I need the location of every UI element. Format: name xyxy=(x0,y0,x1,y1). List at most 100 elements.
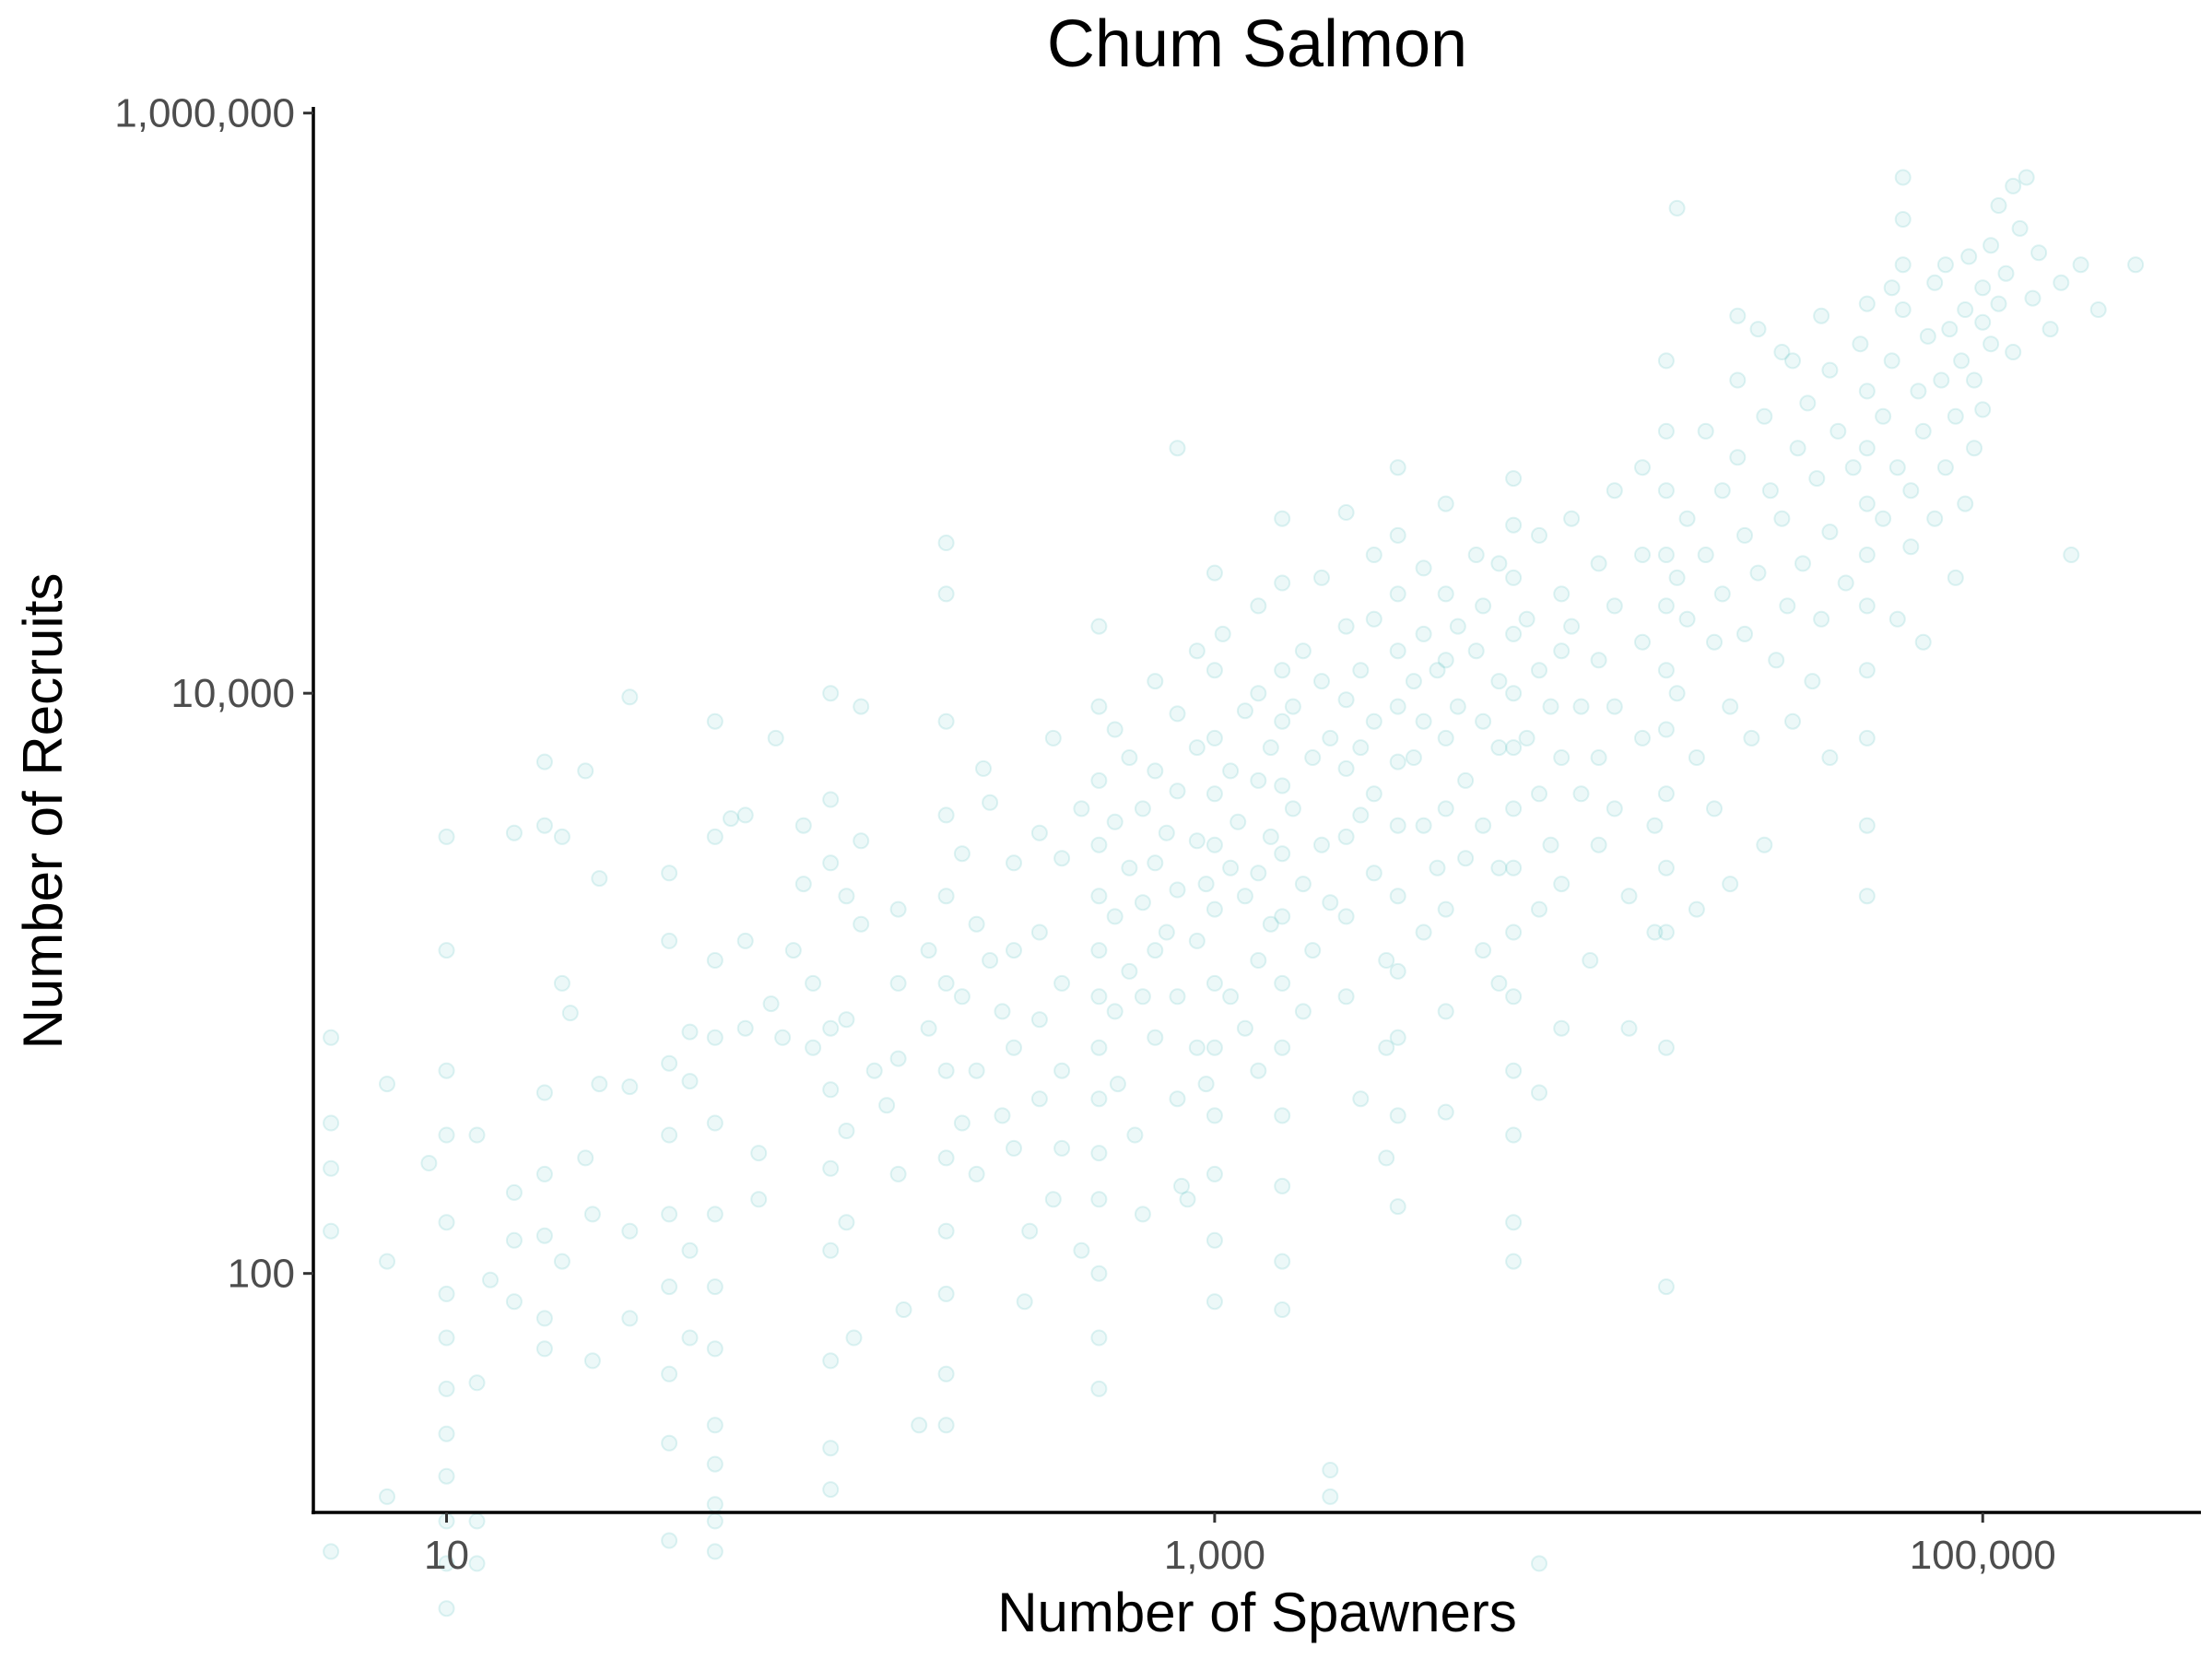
data-point xyxy=(1894,211,1912,228)
data-point xyxy=(2011,219,2029,237)
data-point xyxy=(1902,538,1920,556)
data-point xyxy=(1274,908,1291,925)
data-point xyxy=(822,791,840,808)
data-point xyxy=(1858,295,1876,312)
data-point xyxy=(845,1329,863,1347)
data-point xyxy=(1475,597,1492,615)
data-point xyxy=(1230,813,1247,830)
data-point xyxy=(822,1081,840,1099)
data-point xyxy=(1784,352,1801,370)
data-point xyxy=(681,1073,699,1090)
data-point xyxy=(621,1222,639,1240)
data-point xyxy=(1505,569,1523,586)
data-point xyxy=(468,1374,486,1392)
data-point xyxy=(1389,753,1406,771)
data-point xyxy=(1179,1191,1196,1208)
data-point xyxy=(553,974,571,992)
data-point xyxy=(784,942,802,959)
data-point xyxy=(1553,876,1571,893)
data-point xyxy=(1784,712,1801,730)
data-point xyxy=(1722,698,1739,715)
data-point xyxy=(1284,698,1301,715)
data-point xyxy=(1697,547,1714,563)
data-point xyxy=(1222,762,1240,780)
data-point xyxy=(438,1329,455,1347)
data-point xyxy=(889,900,907,918)
data-point xyxy=(1974,401,1992,418)
data-point xyxy=(438,1555,455,1572)
data-point xyxy=(937,1285,955,1302)
data-point xyxy=(1789,440,1806,457)
data-point xyxy=(1006,854,1022,872)
data-point xyxy=(1490,673,1508,690)
data-point xyxy=(838,1214,855,1231)
data-point xyxy=(1262,739,1279,757)
data-point xyxy=(1505,1126,1523,1144)
data-point xyxy=(1250,685,1267,702)
data-point xyxy=(1053,974,1071,992)
data-point xyxy=(621,688,639,706)
data-point xyxy=(1657,422,1675,440)
data-point xyxy=(438,942,455,959)
data-point xyxy=(1006,1139,1022,1157)
data-point xyxy=(1304,749,1322,766)
data-point xyxy=(1858,817,1876,834)
data-point xyxy=(1505,685,1523,702)
data-point xyxy=(920,1019,937,1037)
data-point xyxy=(1090,888,1108,905)
data-point xyxy=(1197,876,1215,893)
data-point xyxy=(1169,705,1186,723)
data-point xyxy=(1378,1039,1395,1056)
data-point xyxy=(1960,248,1978,265)
data-point xyxy=(535,1227,553,1244)
data-point xyxy=(1378,1149,1395,1167)
data-point xyxy=(1053,1062,1071,1079)
data-point xyxy=(1090,618,1108,635)
data-point xyxy=(1147,673,1164,690)
data-point xyxy=(1206,1039,1223,1056)
data-point xyxy=(468,1555,486,1572)
data-point xyxy=(1337,691,1355,709)
data-point xyxy=(1688,749,1705,766)
data-point xyxy=(706,1114,724,1132)
data-point xyxy=(535,1084,553,1101)
data-point xyxy=(1657,924,1675,941)
data-point xyxy=(1794,555,1811,572)
data-point xyxy=(1389,526,1406,544)
data-point xyxy=(1858,495,1876,512)
data-point xyxy=(1457,850,1475,867)
data-point xyxy=(1531,1084,1547,1101)
data-point xyxy=(1337,828,1355,845)
data-point xyxy=(1206,1107,1223,1124)
data-point xyxy=(723,810,739,828)
data-point xyxy=(736,806,754,824)
data-point xyxy=(1322,1462,1339,1478)
data-point xyxy=(661,1532,678,1549)
data-point xyxy=(767,729,784,747)
data-point xyxy=(1090,1380,1108,1397)
data-point xyxy=(1457,771,1475,789)
data-point xyxy=(1966,371,1983,389)
data-point xyxy=(1437,1103,1454,1121)
data-point xyxy=(822,1241,840,1259)
data-point xyxy=(1957,301,1974,318)
data-point xyxy=(1933,371,1950,389)
data-point xyxy=(1821,524,1839,541)
data-point xyxy=(706,952,724,969)
data-point xyxy=(853,832,870,850)
data-point xyxy=(889,1165,907,1182)
data-point xyxy=(1888,610,1906,628)
data-point xyxy=(1518,610,1535,628)
data-point xyxy=(1722,876,1739,893)
data-point xyxy=(1542,698,1559,715)
data-point xyxy=(1197,1076,1215,1093)
data-point xyxy=(1090,1329,1108,1347)
data-point xyxy=(1505,1214,1523,1231)
data-point xyxy=(706,1543,724,1560)
data-point xyxy=(1337,504,1355,521)
data-point xyxy=(468,1126,486,1144)
data-point xyxy=(774,1029,792,1046)
data-point xyxy=(1322,894,1339,912)
data-point xyxy=(1668,199,1686,217)
data-point xyxy=(1090,1039,1108,1056)
